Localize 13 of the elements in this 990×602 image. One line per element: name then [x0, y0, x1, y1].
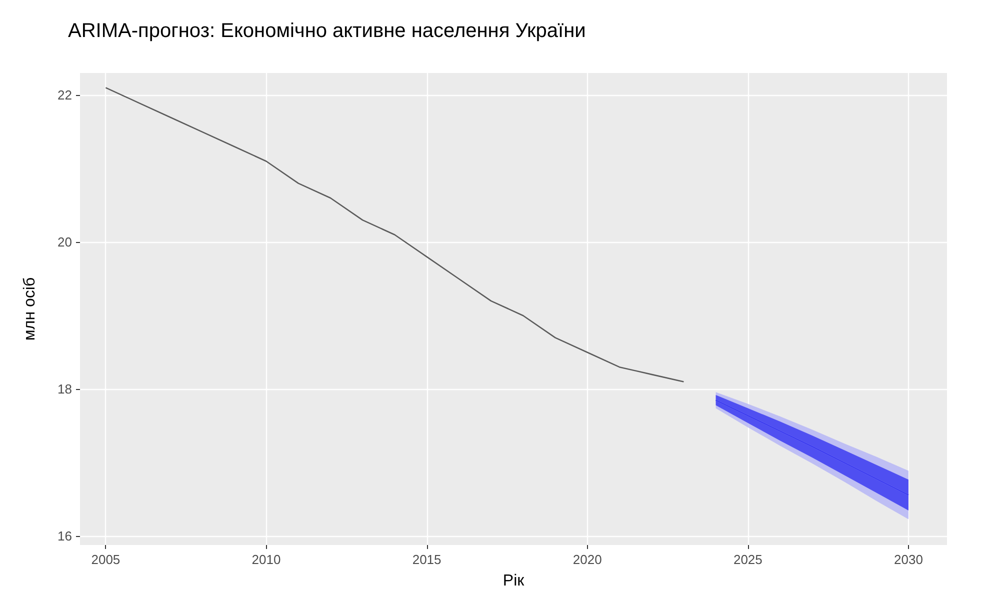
- x-tick-label: 2030: [894, 552, 923, 567]
- x-tick-label: 2005: [91, 552, 120, 567]
- y-tick-label: 18: [58, 382, 72, 397]
- x-axis-title: Рік: [502, 572, 526, 590]
- y-tick-label: 16: [58, 528, 72, 544]
- x-tick-label: 2010: [252, 552, 281, 567]
- y-tick-label: 22: [58, 88, 72, 103]
- y-tick-label: 20: [58, 234, 72, 250]
- x-tick-label: 2015: [412, 552, 442, 567]
- y-axis-title: млн осіб: [22, 277, 38, 341]
- x-tick-label: 2020: [572, 552, 602, 567]
- x-tick-label: 2025: [733, 552, 762, 567]
- chart-title: ARIMA-прогноз: Економічно активне населення України: [68, 20, 586, 42]
